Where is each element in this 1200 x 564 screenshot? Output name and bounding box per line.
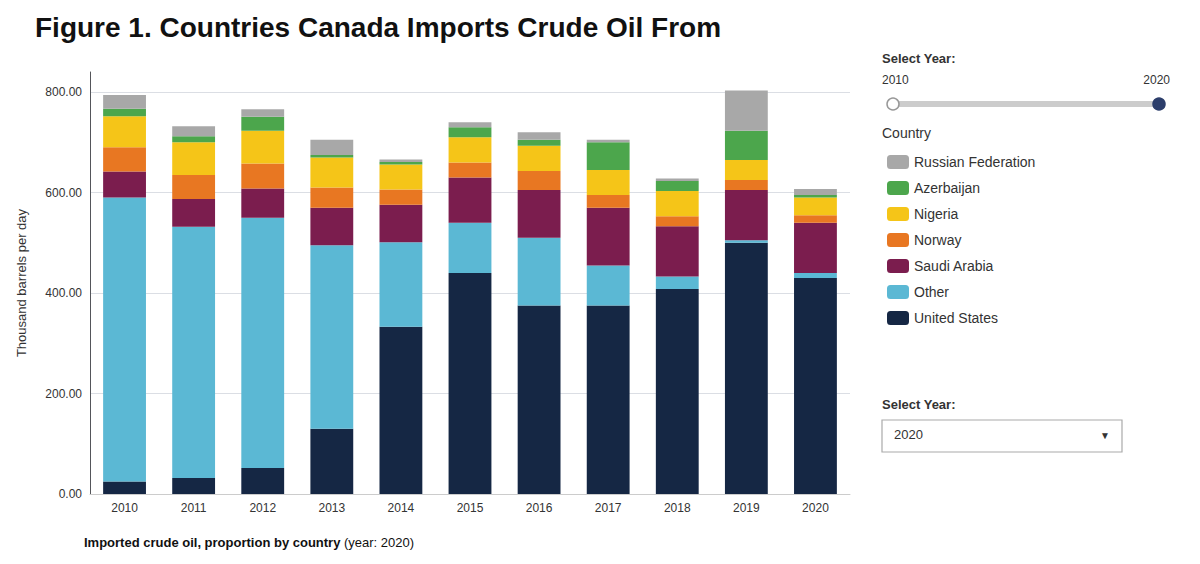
svg-text:2017: 2017 <box>595 501 622 515</box>
svg-text:2010: 2010 <box>111 501 138 515</box>
svg-text:2020: 2020 <box>1143 73 1170 87</box>
svg-text:Country: Country <box>882 125 931 141</box>
svg-text:2010: 2010 <box>882 73 909 87</box>
svg-text:0.00: 0.00 <box>59 487 83 501</box>
svg-text:Saudi Arabia: Saudi Arabia <box>914 258 994 274</box>
svg-text:Select Year:: Select Year: <box>882 51 955 66</box>
svg-text:2012: 2012 <box>249 501 276 515</box>
svg-text:Thousand barrels per day: Thousand barrels per day <box>14 208 29 357</box>
svg-text:2020: 2020 <box>894 427 923 442</box>
svg-text:2018: 2018 <box>664 501 691 515</box>
svg-text:Other: Other <box>914 284 949 300</box>
svg-text:200.00: 200.00 <box>45 387 82 401</box>
svg-text:2014: 2014 <box>388 501 415 515</box>
svg-text:2019: 2019 <box>733 501 760 515</box>
svg-text:Russian Federation: Russian Federation <box>914 154 1035 170</box>
svg-text:600.00: 600.00 <box>45 186 82 200</box>
svg-text:2011: 2011 <box>181 501 207 515</box>
svg-text:Nigeria: Nigeria <box>914 206 959 222</box>
svg-text:800.00: 800.00 <box>45 85 82 99</box>
svg-text:Azerbaijan: Azerbaijan <box>914 180 980 196</box>
svg-text:2020: 2020 <box>802 501 829 515</box>
svg-text:2013: 2013 <box>318 501 345 515</box>
svg-text:400.00: 400.00 <box>45 286 82 300</box>
svg-text:Figure 1. Countries Canada Imp: Figure 1. Countries Canada Imports Crude… <box>35 12 721 43</box>
svg-text:Select Year:: Select Year: <box>882 397 955 412</box>
svg-text:(year: 2020): (year: 2020) <box>340 535 414 550</box>
svg-text:▼: ▼ <box>1100 430 1110 441</box>
svg-text:United States: United States <box>914 310 998 326</box>
svg-text:Imported crude oil, proportion: Imported crude oil, proportion by countr… <box>84 535 341 550</box>
svg-text:2015: 2015 <box>457 501 484 515</box>
svg-text:Norway: Norway <box>914 232 961 248</box>
svg-text:2016: 2016 <box>526 501 553 515</box>
